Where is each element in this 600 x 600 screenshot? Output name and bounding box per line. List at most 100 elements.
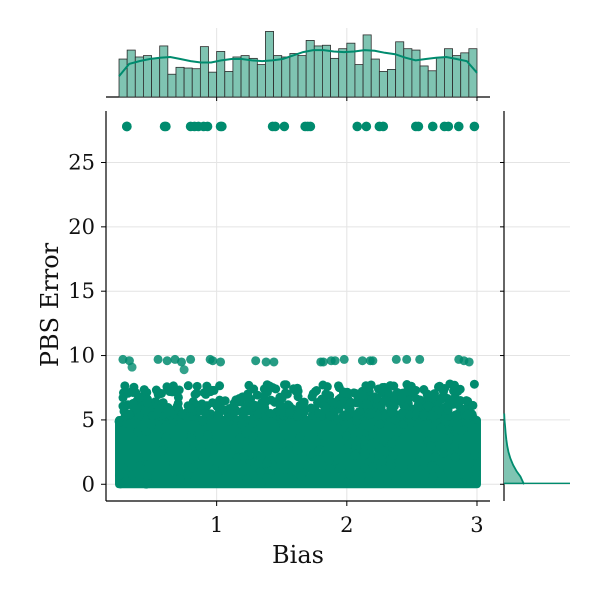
scatter-point [142,394,152,404]
scatter-point [287,467,297,477]
scatter-point [128,398,138,408]
histogram-bar [143,55,152,98]
scatter-point [116,479,126,489]
scatter-point [292,411,302,421]
scatter-point [374,450,384,460]
histogram-bar [370,58,380,98]
histogram-bar [362,34,372,98]
scatter-points [114,121,481,489]
histogram-bar [395,41,405,98]
scatter-point [265,466,275,476]
scatter-point [238,392,248,402]
scatter-point [427,461,437,471]
histogram-bar [151,57,161,98]
scatter-point [402,380,412,390]
scatter-point [165,407,175,417]
scatter-point [209,464,219,474]
scatter-point [453,386,463,396]
histogram-bar [248,57,258,98]
scatter-point [284,407,294,417]
scatter-point [350,450,360,460]
scatter-point [470,450,480,460]
y-axis-title: PBS Error [36,242,64,367]
scatter-point [231,406,241,416]
scatter-point [352,436,362,446]
scatter-point [443,466,453,476]
scatter-point [341,444,351,454]
scatter-point [318,380,328,390]
scatter-point [414,457,424,467]
scatter-point [237,419,247,429]
scatter-point [387,438,397,448]
scatter-point [249,400,259,410]
histogram-bar [191,68,201,98]
scatter-point [189,438,199,448]
histogram-bar [208,71,218,98]
scatter-point [270,421,280,431]
scatter-point [368,462,378,472]
marginal-x-histogram [106,31,490,101]
scatter-point [218,463,228,473]
scatter-point [406,463,416,473]
scatter-point [306,403,316,413]
scatter-point [292,446,302,456]
scatter-point [345,470,355,480]
scatter-point [179,365,189,375]
scatter-point [310,386,320,396]
scatter-point [453,121,464,132]
scatter-point [334,383,344,393]
scatter-point [391,354,401,364]
scatter-point [120,381,130,391]
scatter-point [143,472,153,482]
scatter-point [161,121,171,132]
scatter-point [176,357,186,367]
scatter-point [261,357,271,367]
scatter-point [141,427,151,437]
scatter-point [169,459,179,469]
scatter-point [289,384,299,394]
scatter-point [133,427,143,437]
scatter-point [265,408,275,418]
scatter-point [415,354,425,364]
scatter-point [346,397,356,407]
histogram-bar [265,31,274,98]
scatter-point [317,430,327,440]
scatter-point [357,356,367,366]
scatter-point [278,439,288,449]
histogram-bar [281,56,291,98]
scatter-point [360,450,370,460]
scatter-point [255,466,265,476]
scatter-point [201,448,211,458]
scatter-point [399,401,409,411]
scatter-point [469,379,479,389]
scatter-point [368,429,378,439]
scatter-point [208,356,218,366]
scatter-point [183,381,193,391]
scatter-point [402,354,412,364]
scatter-point [339,354,349,364]
tick-labels: 1 2 3 0 5 10 15 20 25 [68,150,483,537]
scatter-point [462,410,472,420]
scatter-point [156,446,166,456]
scatter-point [118,462,128,472]
scatter-point [324,455,334,465]
scatter-point [161,432,171,442]
scatter-point [201,389,211,399]
scatter-point [469,121,480,132]
scatter-point [439,448,449,458]
scatter-point [444,399,454,409]
histogram-bar [313,45,323,98]
scatter-point [419,385,429,395]
histogram-bar [216,51,226,98]
scatter-point [271,384,281,394]
scatter-point [216,357,226,367]
histogram-bar [175,66,185,98]
histogram-bar [378,71,388,98]
scatter-point [271,446,281,456]
kde-curve-x [118,49,478,77]
scatter-point [270,121,281,132]
scatter-point [385,455,395,465]
scatter-point [355,426,365,436]
histogram-bar [387,69,397,98]
histogram-bar [159,45,169,98]
